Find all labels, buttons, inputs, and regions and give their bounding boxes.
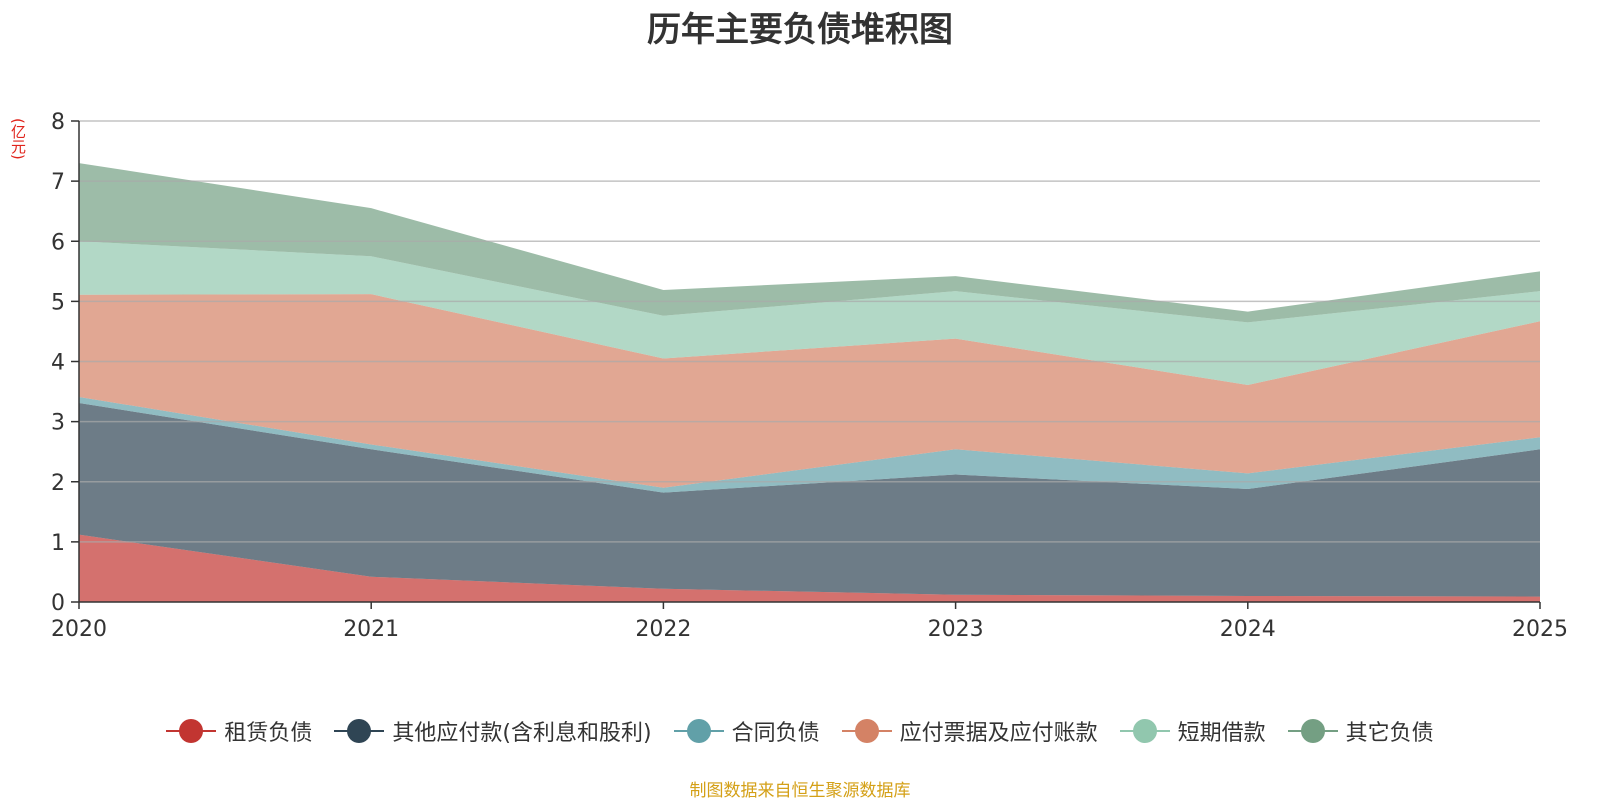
legend-marker-icon — [1119, 719, 1170, 743]
legend-item-2[interactable]: 合同负债 — [673, 715, 820, 747]
x-tick-label-2025: 2025 — [1512, 617, 1568, 642]
legend-label: 应付票据及应付账款 — [899, 721, 1098, 746]
legend-label: 其它负债 — [1345, 721, 1434, 746]
y-tick-label-6: 6 — [51, 230, 65, 255]
legend-marker-icon — [673, 719, 724, 743]
chart-title: 历年主要负债堆积图 — [647, 10, 953, 50]
x-tick-label-2022: 2022 — [635, 617, 691, 642]
legend-label: 短期借款 — [1177, 721, 1266, 746]
legend-marker-icon — [1287, 719, 1338, 743]
y-tick-label-2: 2 — [51, 471, 65, 496]
legend: 租赁负债 其他应付款(含利息和股利) 合同负债 应付票据及应付账款 短期借款 其它负债 — [0, 715, 1600, 747]
legend-item-0[interactable]: 租赁负债 — [166, 715, 312, 747]
series-area-2 — [79, 396, 1540, 493]
legend-item-5[interactable]: 其它负债 — [1287, 715, 1434, 747]
legend-label: 合同负债 — [731, 721, 820, 746]
y-tick-label-8: 8 — [51, 110, 65, 135]
legend-marker-icon — [166, 719, 217, 743]
legend-marker-icon — [334, 719, 385, 743]
legend-label: 租赁负债 — [224, 721, 313, 746]
x-tick-label-2021: 2021 — [343, 617, 399, 642]
y-axis-unit-label: (亿元) — [9, 118, 27, 160]
chart-plot: 0 1 2 3 4 5 6 7 8 2020 2021 2022 2023 2024 2025 — [51, 110, 1568, 642]
x-tick-label-2020: 2020 — [51, 617, 107, 642]
x-tick-label-2024: 2024 — [1220, 617, 1276, 642]
series-area-1 — [79, 402, 1540, 597]
series-area-0 — [79, 534, 1540, 602]
y-tick-label-7: 7 — [51, 170, 65, 195]
series-area-4 — [79, 241, 1540, 385]
legend-marker-icon — [841, 719, 892, 743]
y-tick-label-3: 3 — [51, 411, 65, 436]
legend-label: 其他应付款(含利息和股利) — [392, 721, 652, 746]
y-tick-label-4: 4 — [51, 351, 65, 376]
x-tick-label-2023: 2023 — [928, 617, 984, 642]
y-tick-label-0: 0 — [51, 591, 65, 616]
source-note: 制图数据来自恒生聚源数据库 — [689, 781, 911, 801]
series-area-5 — [79, 163, 1540, 323]
legend-item-3[interactable]: 应付票据及应付账款 — [841, 715, 1098, 747]
legend-item-1[interactable]: 其他应付款(含利息和股利) — [334, 715, 652, 747]
legend-item-4[interactable]: 短期借款 — [1119, 715, 1266, 747]
y-tick-label-5: 5 — [51, 290, 65, 315]
series-area-3 — [79, 294, 1540, 488]
y-tick-label-1: 1 — [51, 531, 65, 556]
